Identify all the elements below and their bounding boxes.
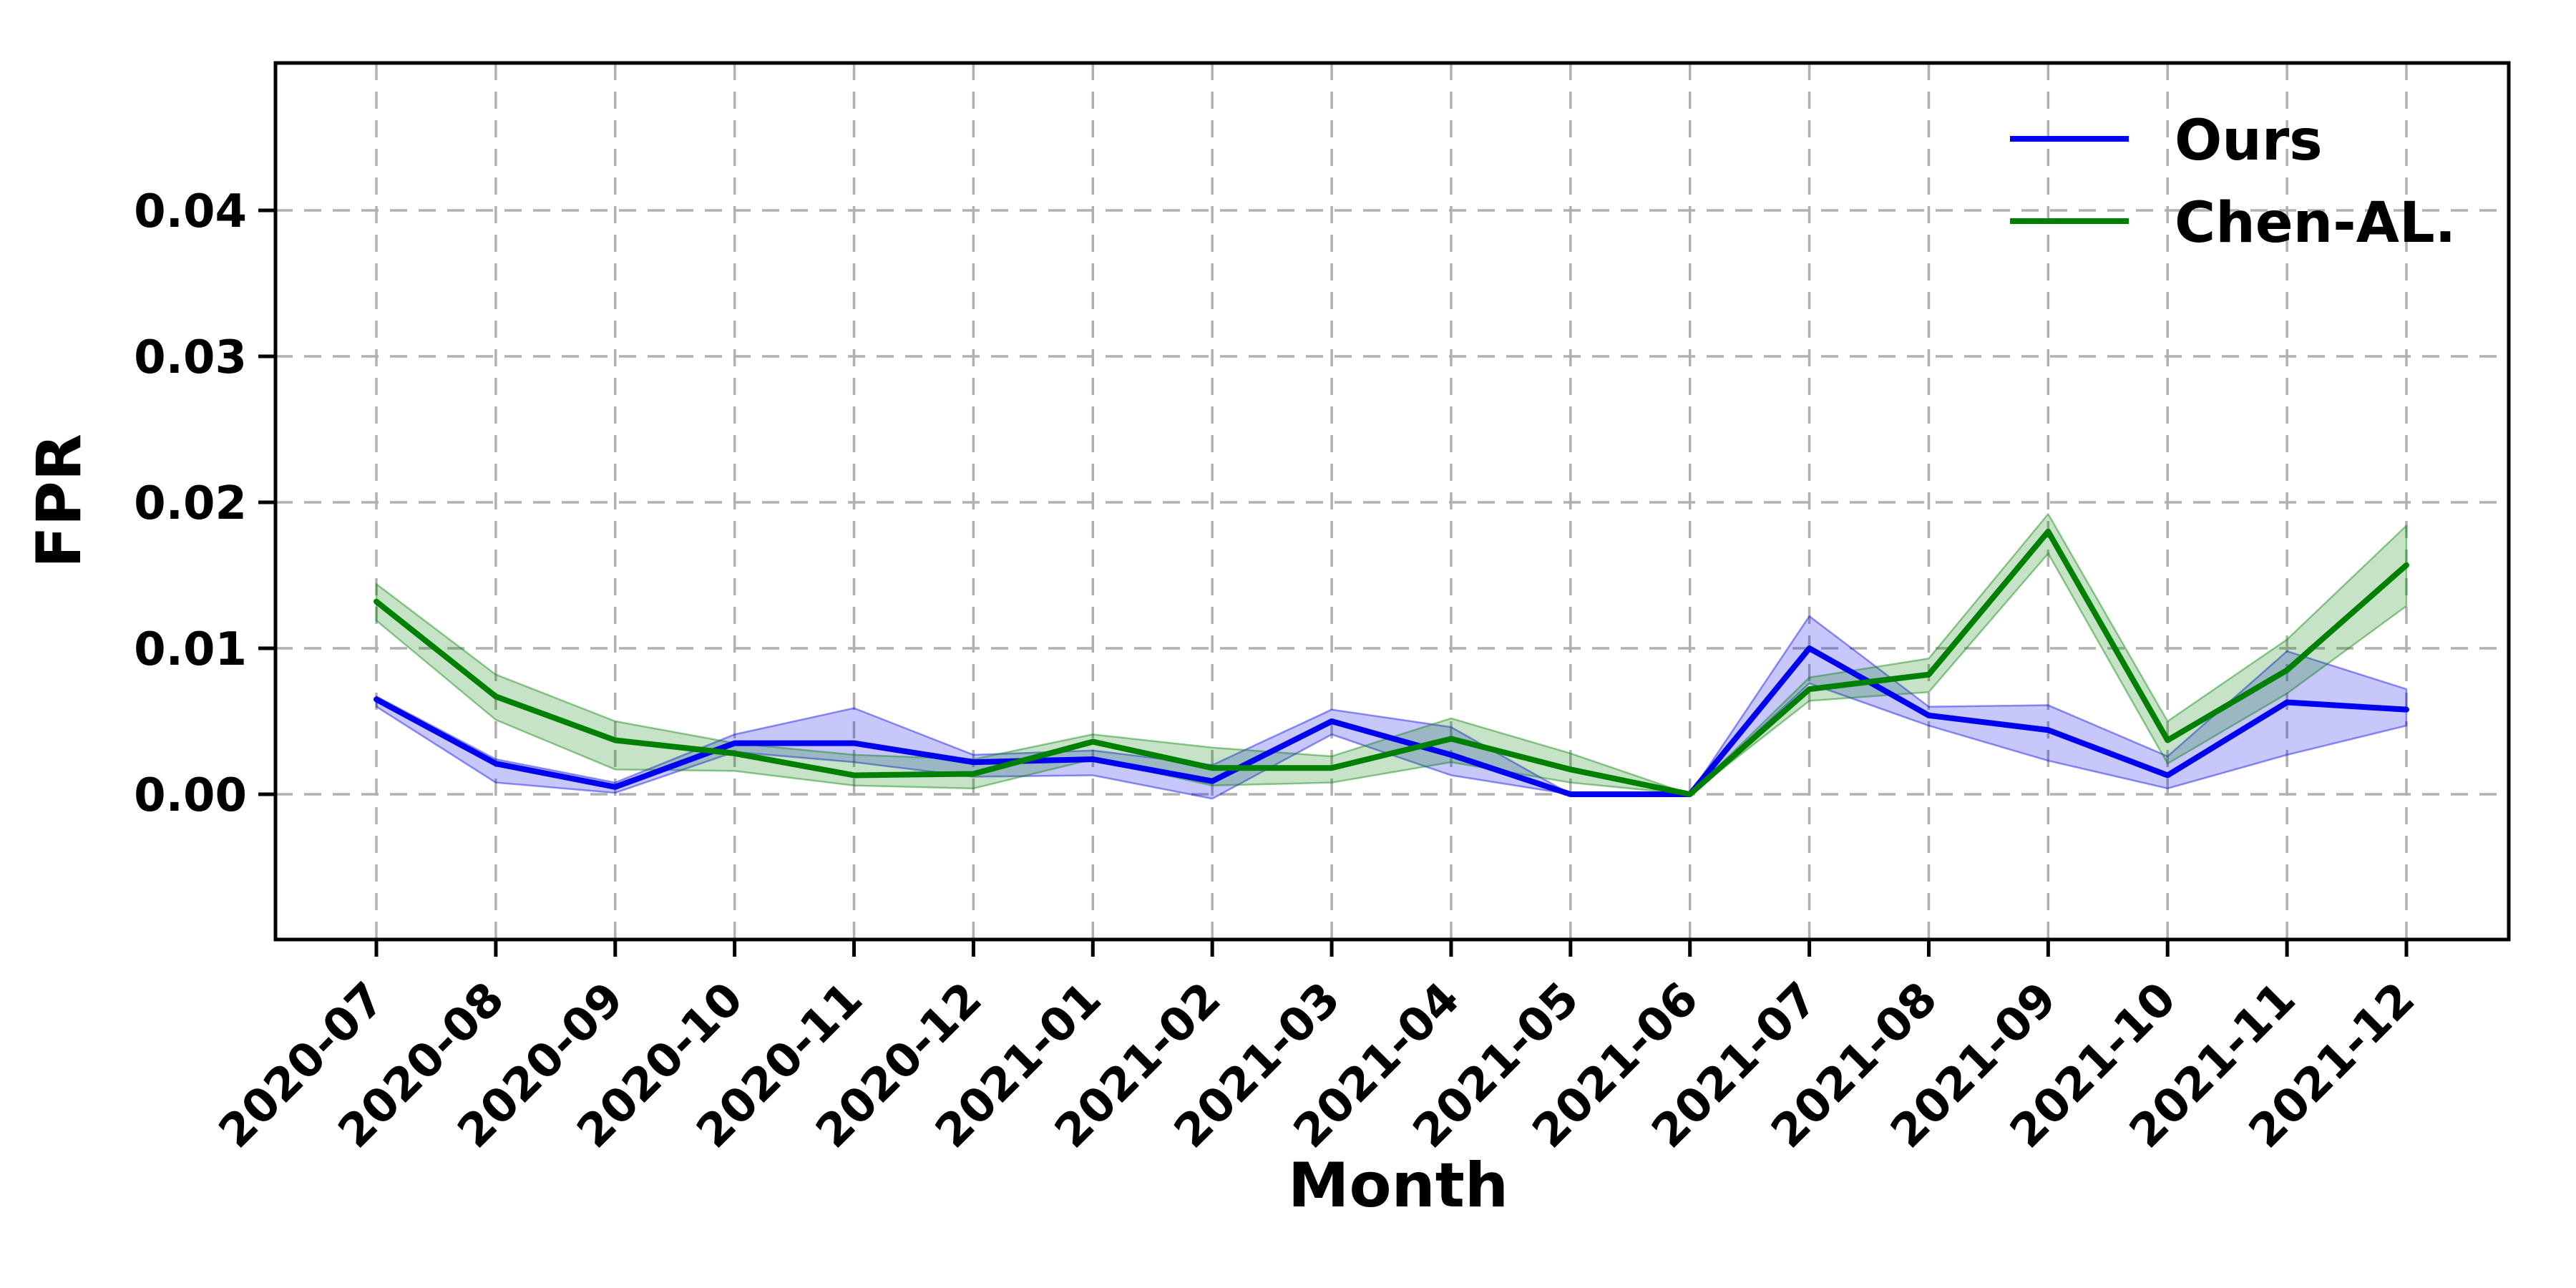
- legend: Ours Chen-AL.: [2010, 109, 2456, 255]
- legend-label-chen-al: Chen-AL.: [2175, 191, 2456, 255]
- ours-confidence-band: [375, 615, 2408, 800]
- legend-label-ours: Ours: [2175, 109, 2323, 173]
- y-tick-label: 0.03: [134, 331, 247, 384]
- tick-mark-layer: [258, 208, 2409, 957]
- y-tick-label: 0.01: [134, 623, 247, 676]
- chen-al-line: [374, 528, 2409, 797]
- x-axis-label: Month: [1288, 1150, 1508, 1221]
- y-tick-label: 0.04: [134, 185, 247, 238]
- legend-item-ours: Ours: [2010, 109, 2323, 173]
- legend-item-chen-al: Chen-AL.: [2010, 191, 2456, 255]
- plot-border: [273, 61, 2511, 942]
- x-tick-label-layer: 2020-072020-082020-092020-102020-112020-…: [209, 972, 2425, 1158]
- y-axis-label: FPR: [24, 434, 95, 568]
- series-line-layer: [374, 528, 2409, 797]
- y-tick-label-layer: 0.00 0.01 0.02 0.03 0.04: [134, 185, 247, 822]
- y-tick-label: 0.00: [134, 769, 247, 822]
- y-tick-label: 0.02: [134, 477, 247, 530]
- grid-layer: [275, 63, 2509, 940]
